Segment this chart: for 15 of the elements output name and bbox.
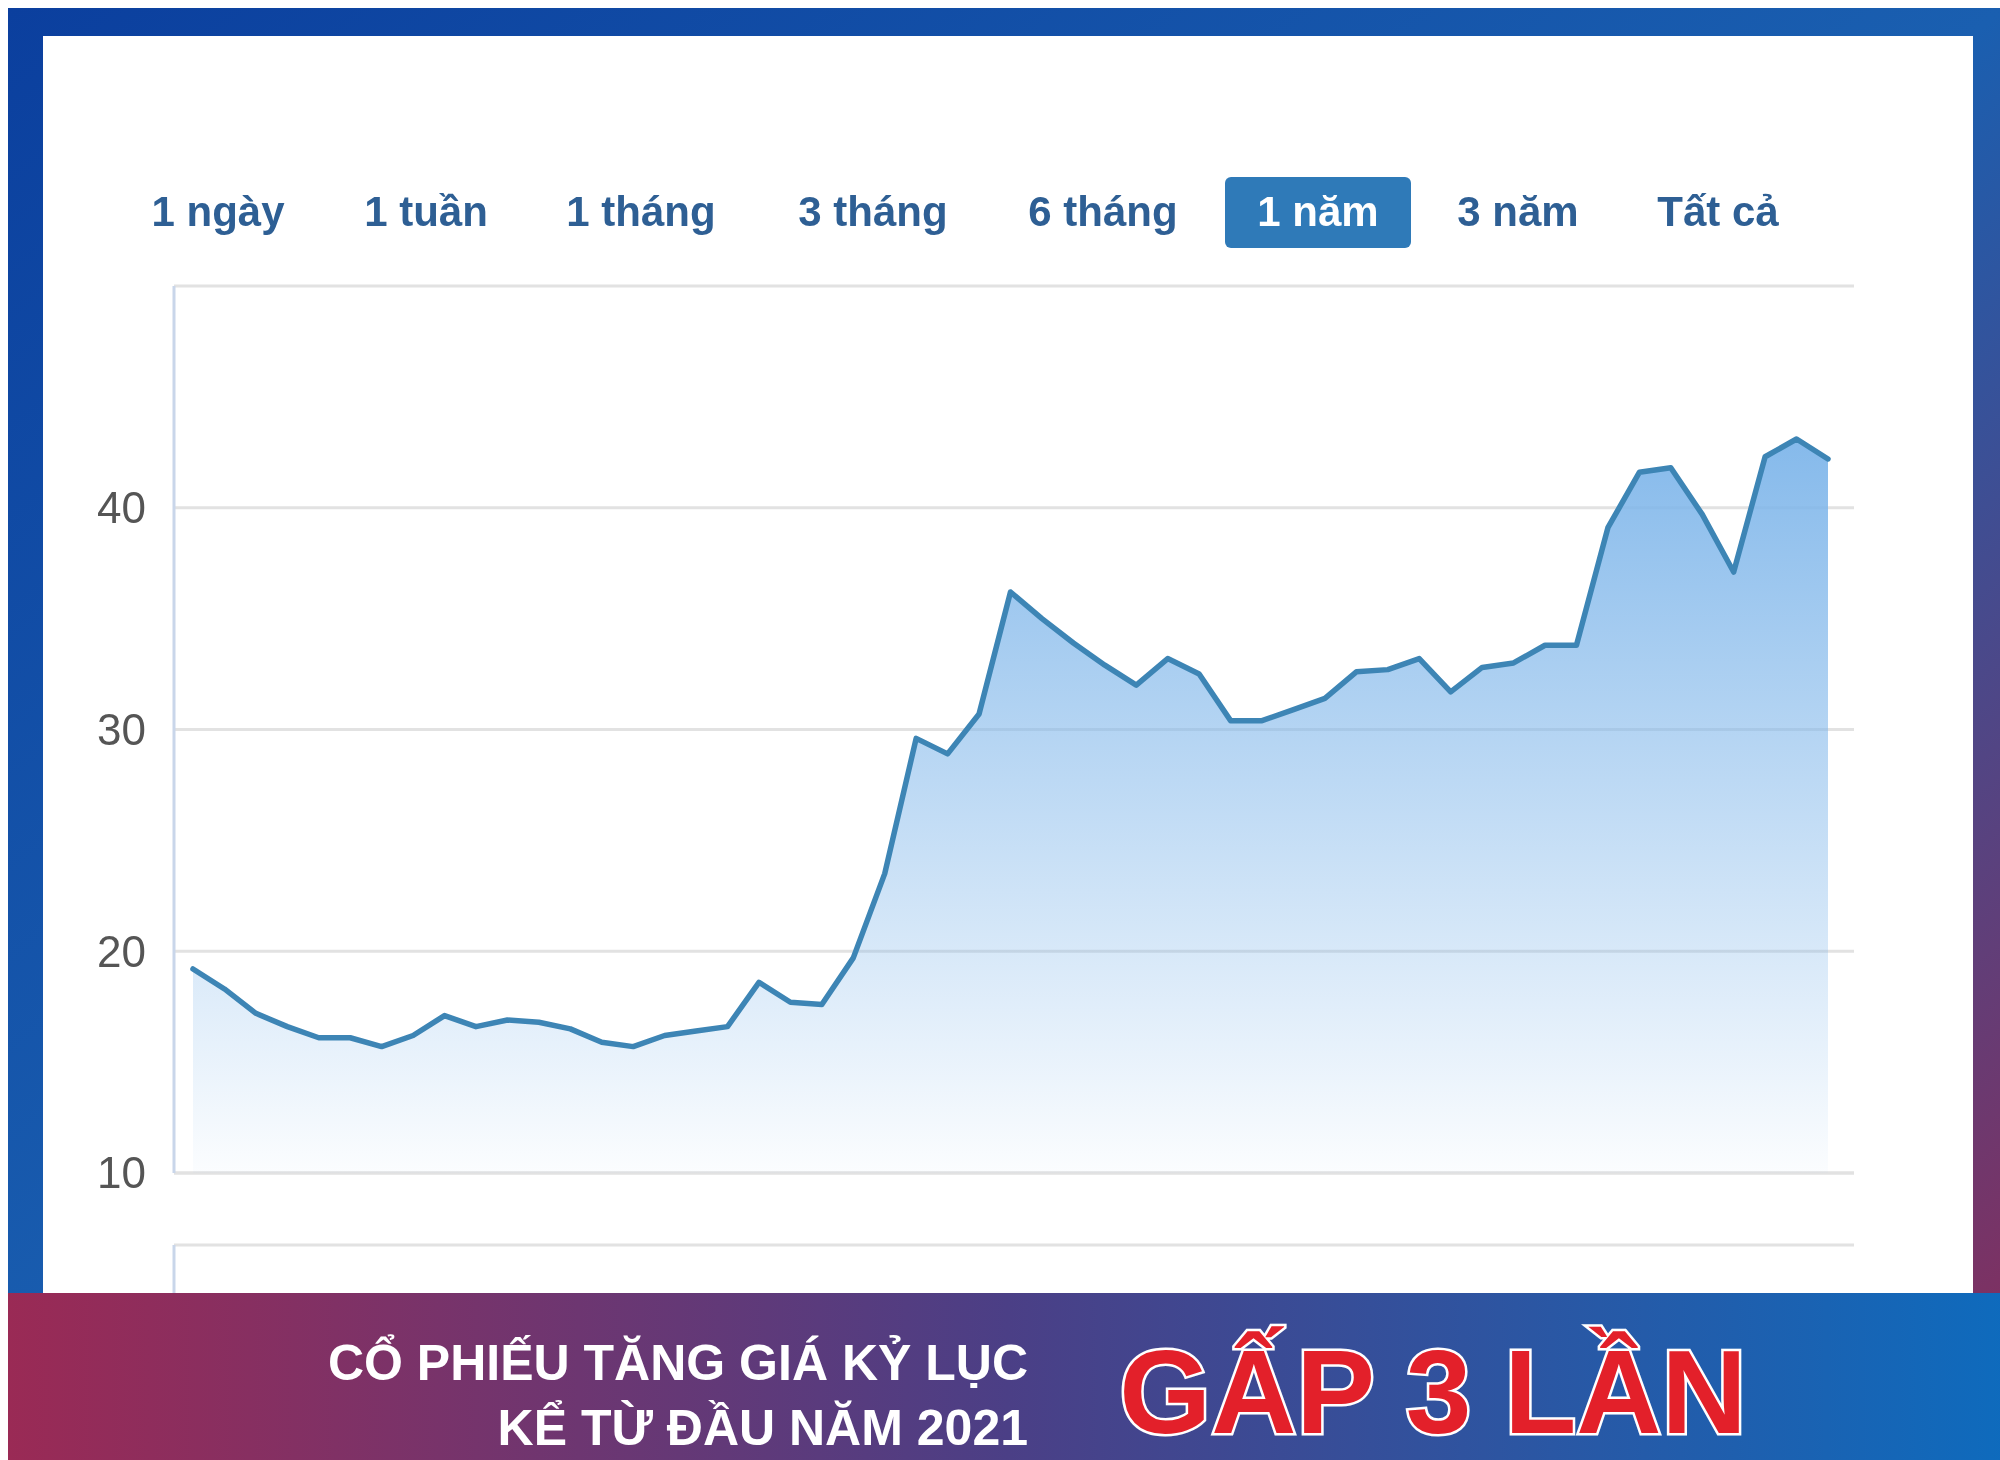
text: 3 tháng [798,188,948,235]
y-tick-label: 10 [97,1148,146,1198]
text: Tất cả [1657,188,1780,235]
text: 1 ngày [151,188,286,235]
text: 1 năm [1257,188,1379,235]
text: 1 tuần [364,188,488,235]
text: GẤP 3 LẦN [1119,1326,1747,1458]
text: 6 tháng [1028,188,1178,235]
text: KỂ TỪ ĐẦU NĂM 2021 [497,1400,1028,1456]
text: 1 tháng [566,188,716,235]
y-tick-label: 20 [97,926,146,976]
text: CỔ PHIẾU TĂNG GIÁ KỶ LỤC [327,1334,1028,1391]
y-tick-label: 40 [97,483,146,533]
text: 3 năm [1457,188,1579,235]
y-tick-label: 30 [97,704,146,754]
